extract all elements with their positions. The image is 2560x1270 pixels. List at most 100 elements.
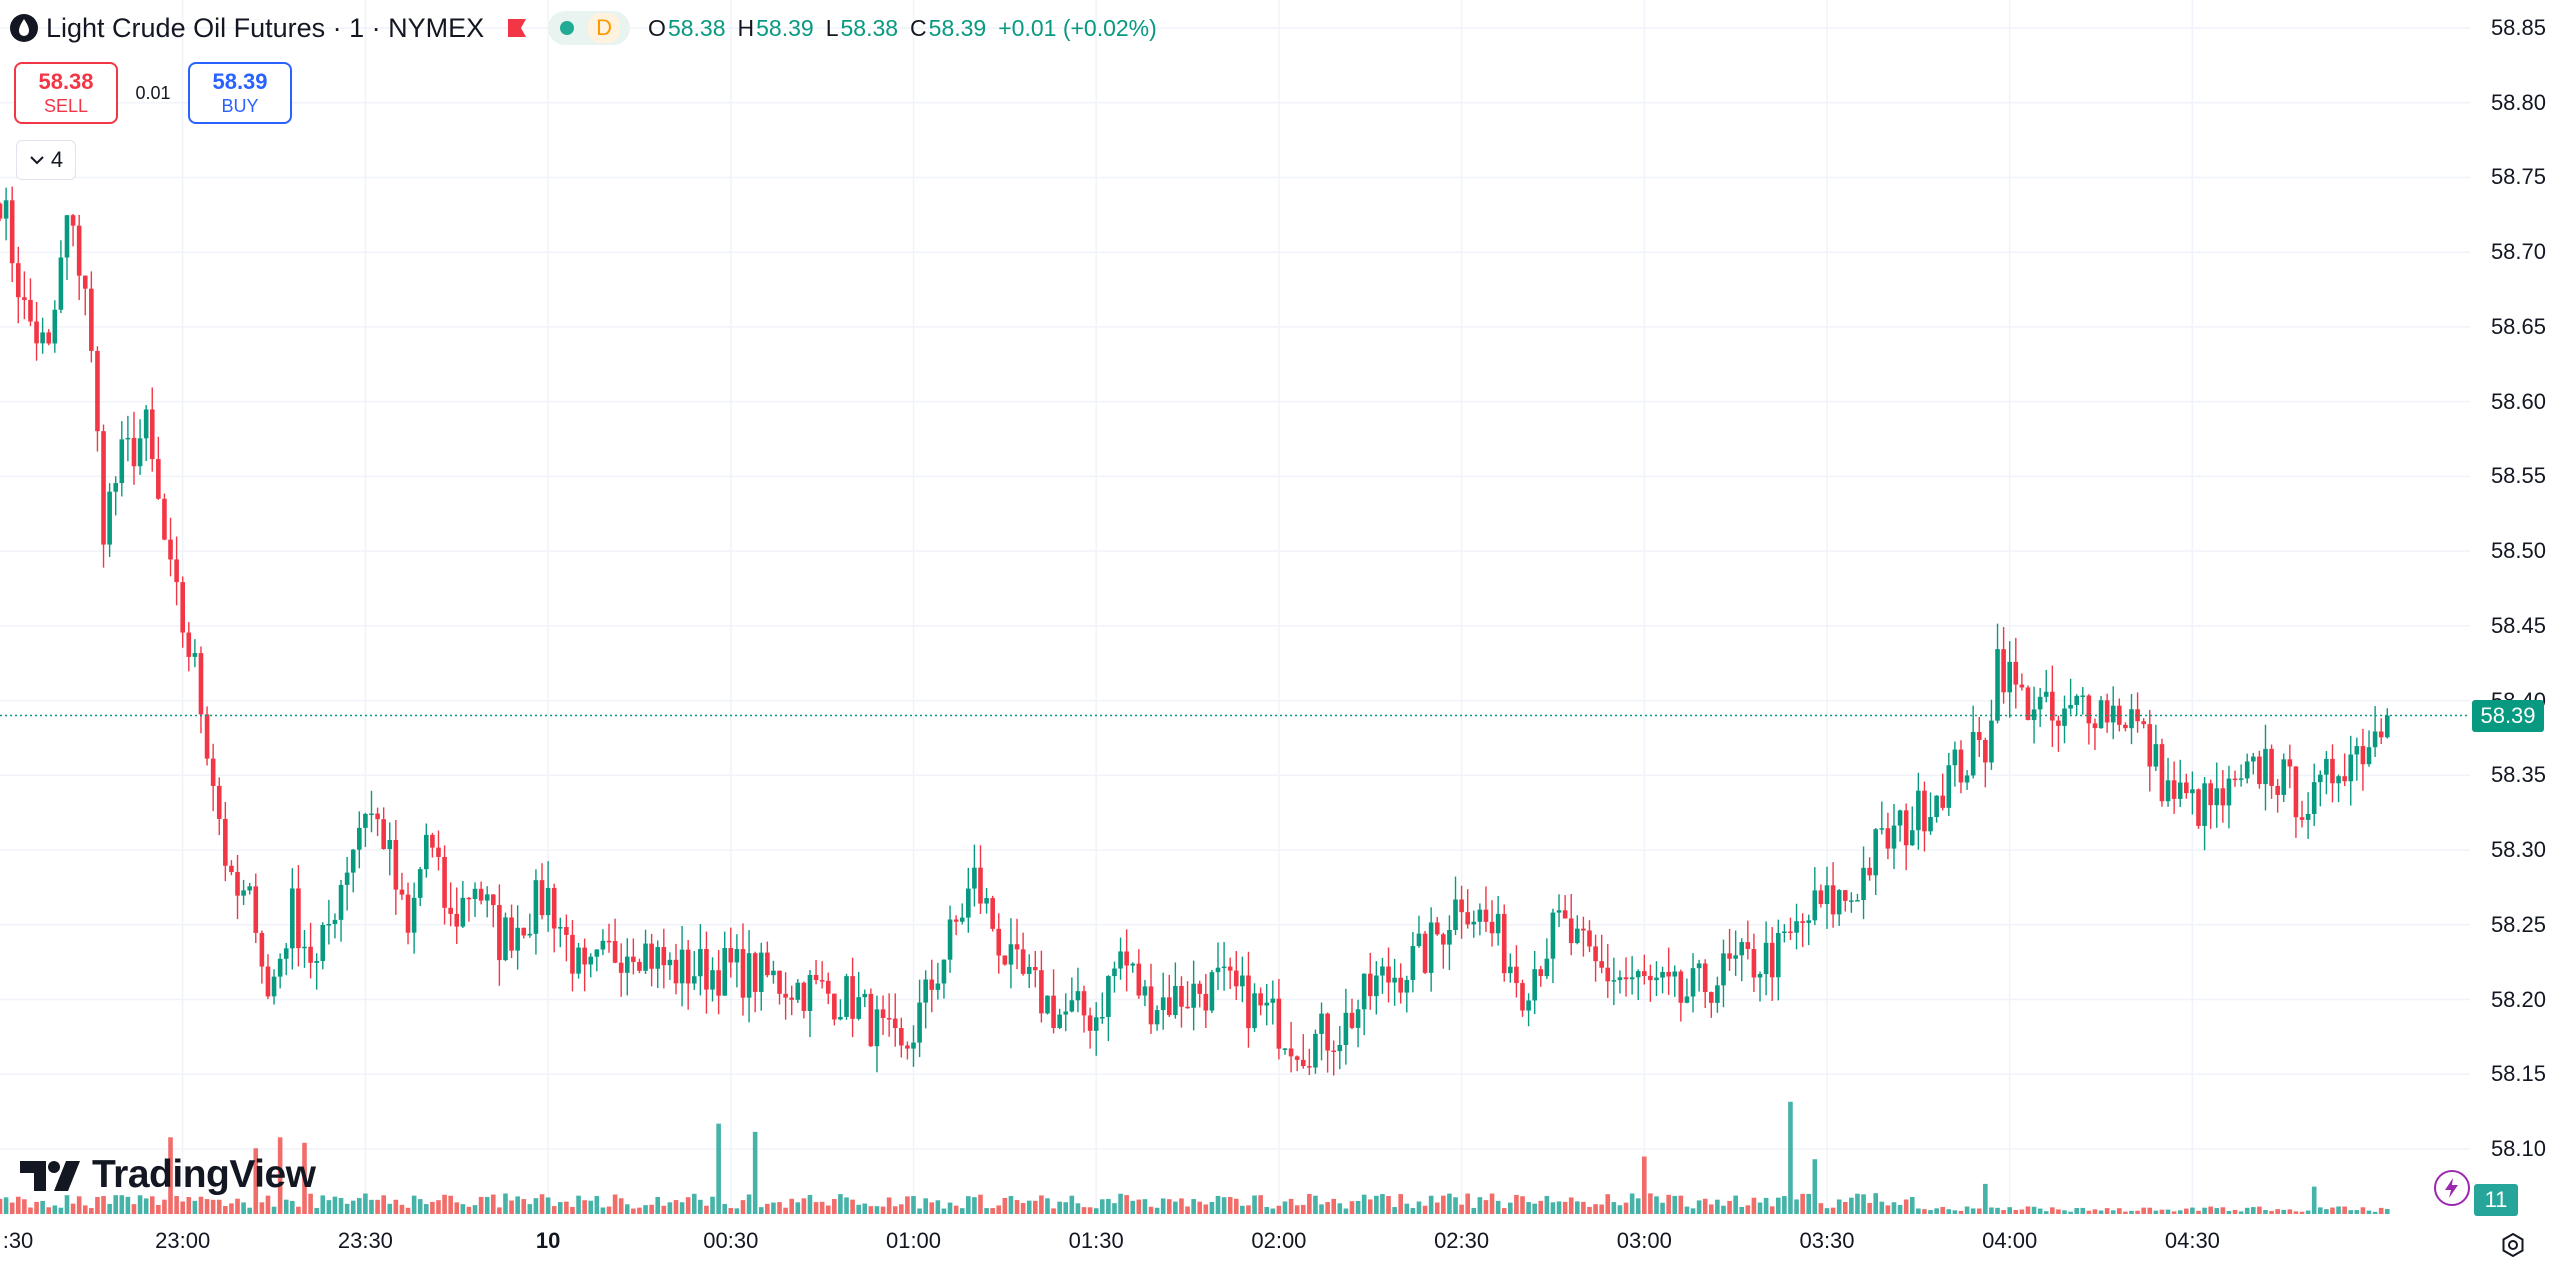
candle-body bbox=[667, 959, 673, 966]
candle-body bbox=[655, 947, 661, 969]
candle-body bbox=[1733, 955, 1738, 959]
volume-bar bbox=[326, 1200, 332, 1214]
candle-body bbox=[807, 974, 813, 1011]
candle-body bbox=[1824, 885, 1830, 905]
volume-bar bbox=[1769, 1206, 1775, 1214]
candle-body bbox=[740, 949, 746, 998]
volume-bar bbox=[1629, 1193, 1635, 1214]
candle-body bbox=[52, 309, 58, 344]
candle-body bbox=[119, 439, 125, 484]
volume-bar bbox=[40, 1200, 45, 1214]
market-status-pill[interactable]: D bbox=[548, 11, 631, 45]
candle-body bbox=[606, 940, 612, 943]
volume-bar bbox=[1952, 1210, 1958, 1214]
candle-body bbox=[917, 1002, 922, 1043]
candle-body bbox=[746, 953, 752, 998]
candle-body bbox=[509, 917, 514, 951]
candle-body bbox=[704, 949, 709, 990]
candle-body bbox=[2153, 744, 2159, 767]
candle-body bbox=[1830, 885, 1836, 915]
volume-bar bbox=[972, 1197, 977, 1214]
volume-bar bbox=[2287, 1209, 2293, 1214]
volume-bar bbox=[2366, 1210, 2372, 1214]
volume-bar bbox=[1550, 1202, 1556, 1214]
volume-bar bbox=[2336, 1206, 2341, 1214]
volume-bar bbox=[1721, 1205, 1726, 1214]
volume-bar bbox=[241, 1202, 246, 1214]
volume-bar bbox=[832, 1198, 837, 1214]
candle-body bbox=[497, 905, 502, 961]
volume-bar bbox=[283, 1199, 289, 1214]
volume-bar bbox=[1800, 1193, 1805, 1214]
volume-bar bbox=[990, 1208, 995, 1214]
volume-bar bbox=[1325, 1202, 1330, 1214]
volume-bar bbox=[2257, 1206, 2262, 1214]
candle-body bbox=[204, 714, 210, 759]
volume-bar bbox=[484, 1196, 490, 1214]
volume-bar bbox=[1690, 1208, 1696, 1214]
settings-icon[interactable] bbox=[2500, 1232, 2526, 1258]
volume-bar bbox=[509, 1200, 514, 1214]
volume-bar bbox=[917, 1208, 922, 1214]
candle-body bbox=[277, 958, 283, 977]
volume-bar bbox=[253, 1148, 259, 1214]
volume-bar bbox=[2068, 1211, 2073, 1214]
buy-price: 58.39 bbox=[212, 69, 268, 94]
volume-bar bbox=[2311, 1186, 2317, 1214]
volume-bar bbox=[1148, 1206, 1154, 1214]
price-axis-tick: 58.75 bbox=[2490, 164, 2546, 190]
candle-body bbox=[89, 288, 94, 351]
volume-bar bbox=[1355, 1201, 1361, 1214]
lightning-icon[interactable] bbox=[2434, 1170, 2470, 1206]
volume-bar bbox=[1294, 1205, 1300, 1214]
volume-bar bbox=[698, 1199, 703, 1214]
symbol-title[interactable]: Light Crude Oil Futures · 1 · NYMEX bbox=[46, 12, 485, 43]
volume-bar bbox=[192, 1200, 198, 1214]
volume-bar bbox=[1459, 1204, 1464, 1214]
indicator-count: 4 bbox=[50, 147, 64, 172]
candle-body bbox=[868, 993, 874, 1047]
volume-bar bbox=[2317, 1207, 2323, 1214]
volume-bar bbox=[131, 1204, 137, 1214]
volume-bar bbox=[1733, 1195, 1738, 1214]
candle-body bbox=[64, 215, 70, 258]
candle-body bbox=[1520, 983, 1525, 1011]
buy-button[interactable]: 58.39 BUY bbox=[188, 62, 292, 124]
volume-bar bbox=[119, 1195, 125, 1214]
volume-bar bbox=[265, 1195, 271, 1214]
candle-body bbox=[1252, 993, 1257, 1029]
candle-body bbox=[1501, 913, 1507, 974]
candle-body bbox=[1367, 973, 1373, 997]
volume-bar bbox=[2123, 1211, 2128, 1214]
volume-bar bbox=[180, 1201, 185, 1214]
candle-body bbox=[1788, 931, 1793, 934]
flag-icon[interactable] bbox=[504, 15, 530, 41]
sell-button[interactable]: 58.38 SELL bbox=[14, 62, 118, 124]
candle-body bbox=[1069, 1000, 1075, 1012]
volume-bar bbox=[1020, 1203, 1026, 1214]
volume-bar bbox=[46, 1207, 52, 1214]
candle-body bbox=[758, 952, 764, 992]
volume-bar bbox=[637, 1207, 642, 1214]
tradingview-watermark[interactable]: TradingView bbox=[20, 1150, 316, 1200]
candle-body bbox=[1550, 912, 1556, 959]
volume-bar bbox=[350, 1200, 356, 1214]
candle-body bbox=[850, 976, 855, 1019]
volume-bar bbox=[1568, 1197, 1574, 1214]
volume-bar bbox=[966, 1196, 971, 1214]
candle-body bbox=[2104, 700, 2110, 723]
volume-bar bbox=[1599, 1204, 1604, 1214]
candle-body bbox=[588, 956, 594, 965]
candle-body bbox=[1459, 899, 1464, 913]
candle-body bbox=[1922, 790, 1927, 832]
volume-bar bbox=[302, 1142, 307, 1214]
volume-bar bbox=[174, 1196, 179, 1214]
volume-bar bbox=[1855, 1193, 1860, 1214]
volume-bar bbox=[417, 1199, 423, 1214]
volume-bar bbox=[1392, 1207, 1397, 1214]
volume-bar bbox=[2092, 1209, 2098, 1214]
volume-bar bbox=[911, 1196, 916, 1214]
indicators-toggle-button[interactable]: 4 bbox=[16, 140, 76, 180]
